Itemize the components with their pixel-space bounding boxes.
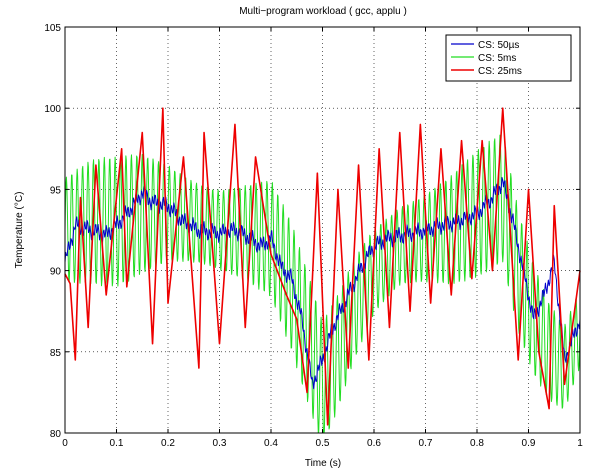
series-layer — [64, 107, 581, 434]
y-tick-label: 80 — [50, 429, 62, 440]
x-tick-label: 0.5 — [316, 438, 330, 449]
x-tick-label: 0.2 — [161, 438, 175, 449]
x-axis-label: Time (s) — [305, 458, 341, 469]
y-tick-label: 95 — [50, 185, 62, 196]
series-line-1 — [64, 176, 581, 390]
x-tick-label: 0 — [62, 438, 68, 449]
legend-entry: CS: 5ms — [478, 53, 516, 64]
y-tick-label: 100 — [44, 104, 61, 115]
y-tick-label: 85 — [50, 348, 62, 359]
legend: CS: 50µs CS: 5ms CS: 25ms — [445, 34, 572, 82]
y-axis-label: Temperature (°C) — [14, 192, 25, 269]
x-tick-label: 0.7 — [419, 438, 433, 449]
y-tick-label: 90 — [50, 267, 62, 278]
x-tick-label: 0.9 — [522, 438, 536, 449]
series-line-2 — [64, 134, 581, 434]
x-tick-label: 0.6 — [367, 438, 381, 449]
x-tick-label: 0.1 — [110, 438, 124, 449]
series-line-3 — [64, 107, 581, 426]
x-axis-ticks: 0 0.1 0.2 0.3 0.4 0.5 0.6 0.7 0.8 0.9 1 — [62, 27, 583, 449]
chart-title: Multi−program workload ( gcc, applu ) — [239, 6, 407, 17]
legend-entry: CS: 50µs — [478, 40, 519, 51]
x-tick-label: 0.4 — [264, 438, 278, 449]
x-tick-label: 0.3 — [213, 438, 227, 449]
legend-entry: CS: 25ms — [478, 66, 522, 77]
legend-box — [445, 34, 572, 82]
x-tick-label: 0.8 — [470, 438, 484, 449]
x-tick-label: 1 — [577, 438, 583, 449]
y-axis-ticks: 80 85 90 95 100 105 — [44, 23, 580, 440]
y-tick-label: 105 — [44, 23, 61, 34]
